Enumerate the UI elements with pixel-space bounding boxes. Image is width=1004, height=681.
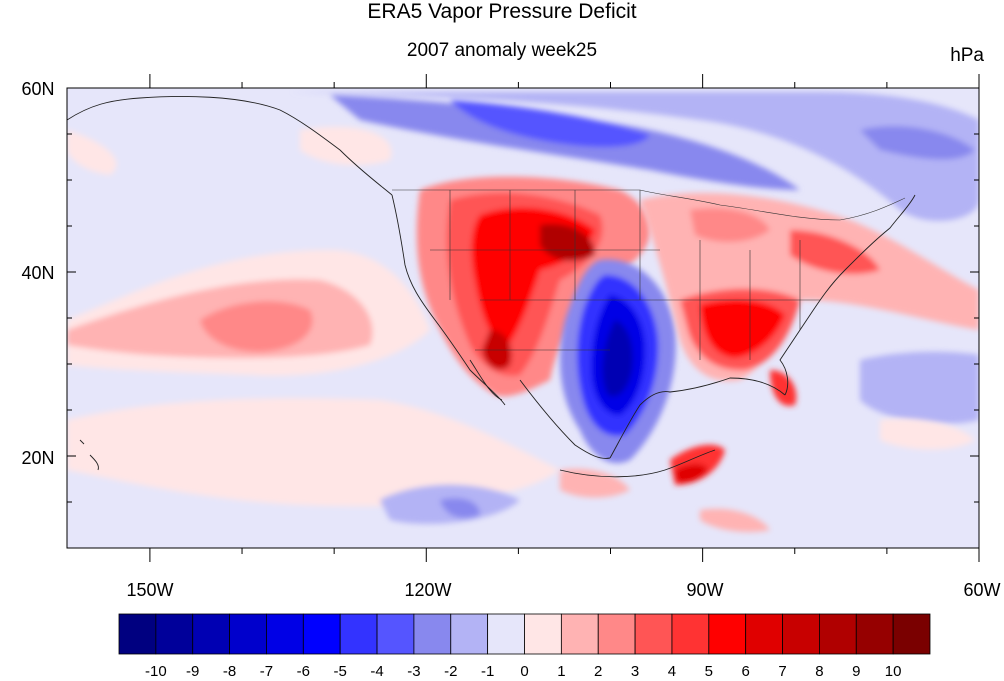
- map-title: ERA5 Vapor Pressure Deficit: [367, 0, 637, 23]
- coastlines: [67, 95, 916, 478]
- western-positive-anomaly: [416, 176, 650, 397]
- colorbar-tick-label: 3: [631, 663, 639, 680]
- lon-label-120w: 120W: [404, 580, 451, 600]
- colorbar-swatch: [302, 613, 341, 655]
- colorbar-swatch: [819, 613, 857, 655]
- colorbar-tick-label: 6: [742, 663, 750, 680]
- units-label: hPa: [950, 45, 984, 66]
- anomaly-field: [67, 88, 979, 548]
- lon-label-60w: 60W: [963, 580, 1000, 600]
- eastern-positive-anomaly: [640, 192, 979, 406]
- colorbar-tick-label: -5: [334, 663, 347, 680]
- colorbar-tick-label: -3: [407, 663, 420, 680]
- colorbar-tick-label: -8: [223, 663, 236, 680]
- colorbar-tick-label: 10: [885, 663, 902, 680]
- longitude-ticks: [149, 74, 980, 562]
- colorbar-swatch: [671, 613, 710, 655]
- latitude-ticks: [67, 87, 979, 549]
- gulf-positive-anomaly: [560, 418, 975, 532]
- colorbar-swatch: [634, 613, 673, 655]
- colorbar-tick-label: 9: [852, 663, 860, 680]
- south-central-negative-anomaly: [560, 259, 676, 464]
- colorbar-swatch: [745, 613, 783, 655]
- colorbar-tick-label: 0: [520, 663, 528, 680]
- colorbar-swatch: [192, 613, 230, 655]
- colorbar-tick-label: 1: [557, 663, 565, 680]
- colorbar-swatch: [708, 613, 747, 655]
- colorbar-swatch: [855, 613, 894, 655]
- colorbar: [118, 613, 931, 655]
- pacific-positive-band: [67, 126, 560, 507]
- lat-label-40n: 40N: [21, 263, 54, 283]
- lon-label-90w: 90W: [686, 580, 723, 600]
- colorbar-swatch: [229, 613, 267, 655]
- colorbar-swatch: [339, 613, 378, 655]
- colorbar-tick-label: -10: [145, 663, 167, 680]
- colorbar-tick-label: -1: [481, 663, 494, 680]
- lat-label-60n: 60N: [21, 79, 54, 99]
- colorbar-tick-label: -7: [260, 663, 273, 680]
- lat-label-20n: 20N: [21, 448, 54, 468]
- colorbar-swatch: [560, 613, 599, 655]
- colorbar-swatch: [155, 613, 194, 655]
- colorbar-labels: -10 -9 -8 -7 -6 -5 -4 -3 -2 -1 0 1 2 3 4 5 6 7 8 9 10: [145, 663, 901, 680]
- colorbar-swatch: [892, 613, 931, 655]
- lon-label-150w: 150W: [126, 580, 173, 600]
- colorbar-swatch: [376, 613, 415, 655]
- colorbar-swatch: [413, 613, 452, 655]
- colorbar-swatch: [266, 613, 304, 655]
- colorbar-swatch: [118, 613, 157, 655]
- colorbar-swatch: [487, 613, 525, 655]
- colorbar-tick-label: -6: [297, 663, 310, 680]
- colorbar-tick-label: 8: [815, 663, 823, 680]
- colorbar-swatch: [597, 613, 636, 655]
- colorbar-tick-label: 4: [668, 663, 676, 680]
- colorbar-tick-label: -2: [444, 663, 457, 680]
- political-borders: [392, 189, 906, 360]
- colorbar-swatch: [450, 613, 489, 655]
- colorbar-tick-label: 7: [778, 663, 786, 680]
- colorbar-swatch: [524, 613, 562, 655]
- colorbar-tick-label: 2: [594, 663, 602, 680]
- colorbar-tick-label: -9: [186, 663, 199, 680]
- colorbar-tick-label: -4: [370, 663, 383, 680]
- map-subtitle: 2007 anomaly week25: [406, 40, 598, 61]
- northern-negative-band: [290, 92, 979, 524]
- colorbar-tick-label: 5: [705, 663, 713, 680]
- colorbar-swatch: [782, 613, 820, 655]
